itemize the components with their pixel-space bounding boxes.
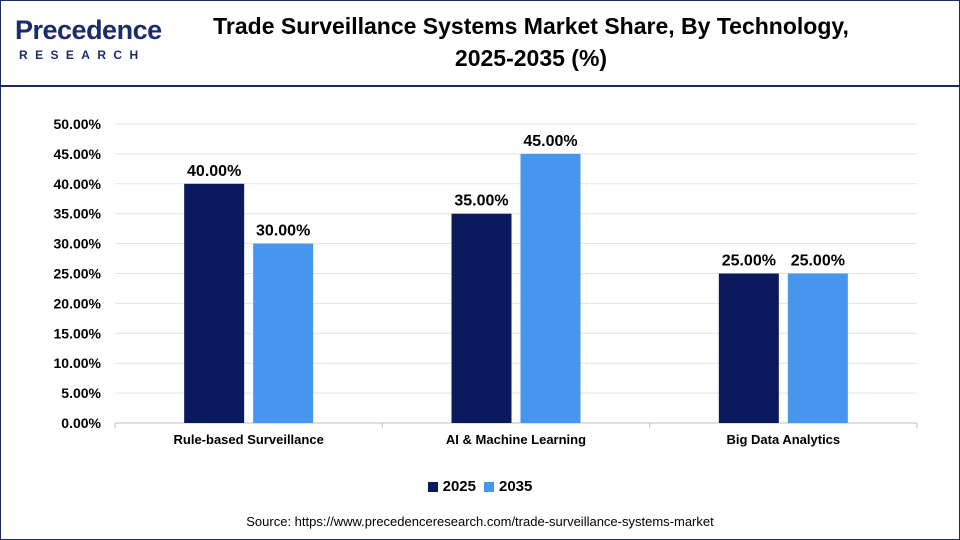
y-tick-label: 35.00% (54, 206, 102, 222)
bar (718, 273, 779, 423)
y-tick-label: 25.00% (54, 266, 102, 282)
y-tick-label: 20.00% (54, 295, 102, 311)
bar-chart: 0.00% 5.00% 10.00% 15.00% 20.00% 25.00% 30.00%… (54, 116, 918, 447)
chart-title-line-1: Trade Surveillance Systems Market Share,… (213, 13, 849, 39)
bar (184, 183, 245, 423)
x-tick-label: Rule-based Surveillance (174, 432, 324, 447)
bar-value-label: 40.00% (187, 163, 241, 180)
y-tick-label: 30.00% (54, 236, 102, 252)
legend-swatch (484, 481, 494, 492)
bar-value-label: 25.00% (791, 253, 845, 270)
y-tick-label: 10.00% (54, 355, 102, 371)
chart-title-line-2: 2025-2035 (%) (454, 45, 608, 71)
y-tick-label: 5.00% (61, 385, 101, 401)
legend-label: 2035 (499, 478, 533, 495)
bar (253, 243, 314, 423)
chart-title: Trade Surveillance Systems Market Share,… (181, 10, 881, 74)
legend-label: 2025 (442, 478, 476, 495)
y-tick-label: 15.00% (54, 325, 102, 341)
x-tick-label: Big Data Analytics (726, 432, 840, 447)
bar-value-label: 30.00% (256, 223, 310, 240)
legend-item: 2025 (427, 478, 476, 495)
bar-value-label: 25.00% (722, 253, 776, 270)
bar (451, 213, 512, 423)
logo-subtitle: RESEARCH (19, 48, 146, 62)
legend-swatch (427, 481, 438, 492)
x-tick-label: AI & Machine Learning (446, 432, 586, 447)
bar (787, 273, 848, 423)
logo-wordmark: Precedence (15, 15, 162, 45)
chart-legend: 2025 2035 (1, 478, 959, 496)
bar (520, 153, 581, 423)
legend-item: 2035 (484, 478, 532, 495)
bar-value-label: 35.00% (454, 193, 508, 210)
precedence-research-logo: Precedence RESEARCH (15, 15, 165, 67)
y-tick-label: 0.00% (61, 415, 101, 431)
y-tick-label: 40.00% (54, 176, 102, 192)
header: Precedence RESEARCH Trade Surveillance S… (1, 1, 959, 87)
y-tick-label: 45.00% (54, 146, 102, 162)
source-note: Source: https://www.precedenceresearch.c… (246, 514, 714, 529)
y-tick-label: 50.00% (54, 116, 102, 132)
bar-value-label: 45.00% (523, 133, 577, 150)
